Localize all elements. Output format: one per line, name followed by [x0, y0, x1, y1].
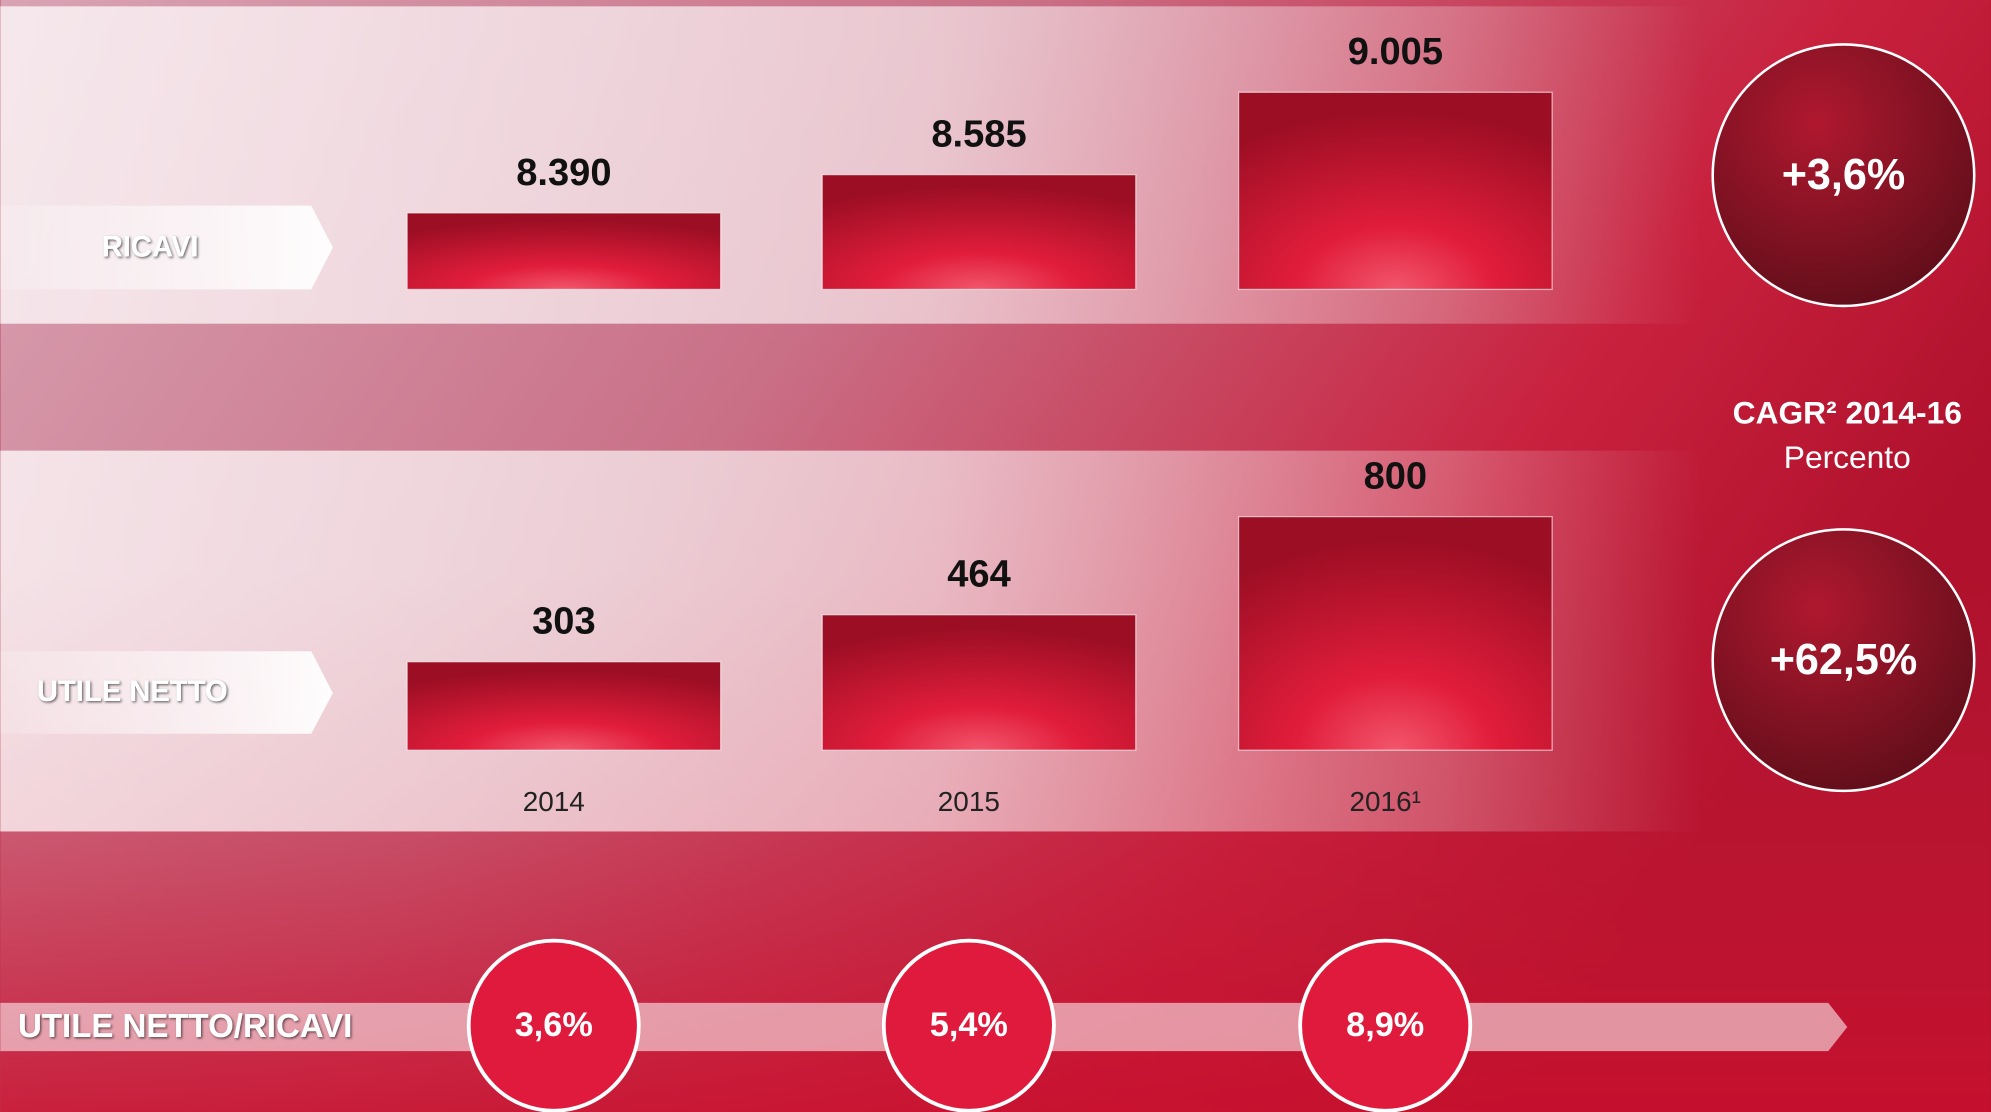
value-label: 303: [532, 601, 596, 643]
value-label: 8.585: [931, 114, 1026, 156]
row-label: UTILE NETTO: [37, 676, 228, 708]
chart: RICAVI UTILE NETTO UTILE NETTO/RICAVI CA…: [0, 0, 1991, 1112]
x-tick-label: 2016¹: [1350, 786, 1421, 817]
ratio-value-label: 3,6%: [515, 1006, 593, 1044]
cagr-label: +62,5%: [1770, 636, 1918, 684]
cagr-label: +3,6%: [1782, 151, 1906, 199]
value-label: 800: [1364, 456, 1428, 498]
bar: [1239, 92, 1553, 289]
ratio-value-label: 8,9%: [1346, 1006, 1424, 1044]
bar: [822, 615, 1136, 750]
ratio-value-label: 5,4%: [930, 1006, 1008, 1044]
value-label: 9.005: [1348, 31, 1443, 73]
bar: [822, 175, 1136, 290]
x-tick-label: 2014: [523, 786, 585, 817]
bar: [407, 662, 721, 750]
ratio-label: UTILE NETTO/RICAVI: [18, 1007, 352, 1044]
cagr-title: CAGR² 2014-16: [1733, 394, 1962, 430]
row-label: RICAVI: [102, 232, 199, 264]
bar: [1239, 517, 1553, 751]
x-tick-label: 2015: [938, 786, 1000, 817]
bar: [407, 213, 721, 290]
value-label: 8.390: [516, 152, 611, 194]
value-label: 464: [947, 554, 1011, 596]
cagr-subtitle: Percento: [1784, 439, 1911, 475]
